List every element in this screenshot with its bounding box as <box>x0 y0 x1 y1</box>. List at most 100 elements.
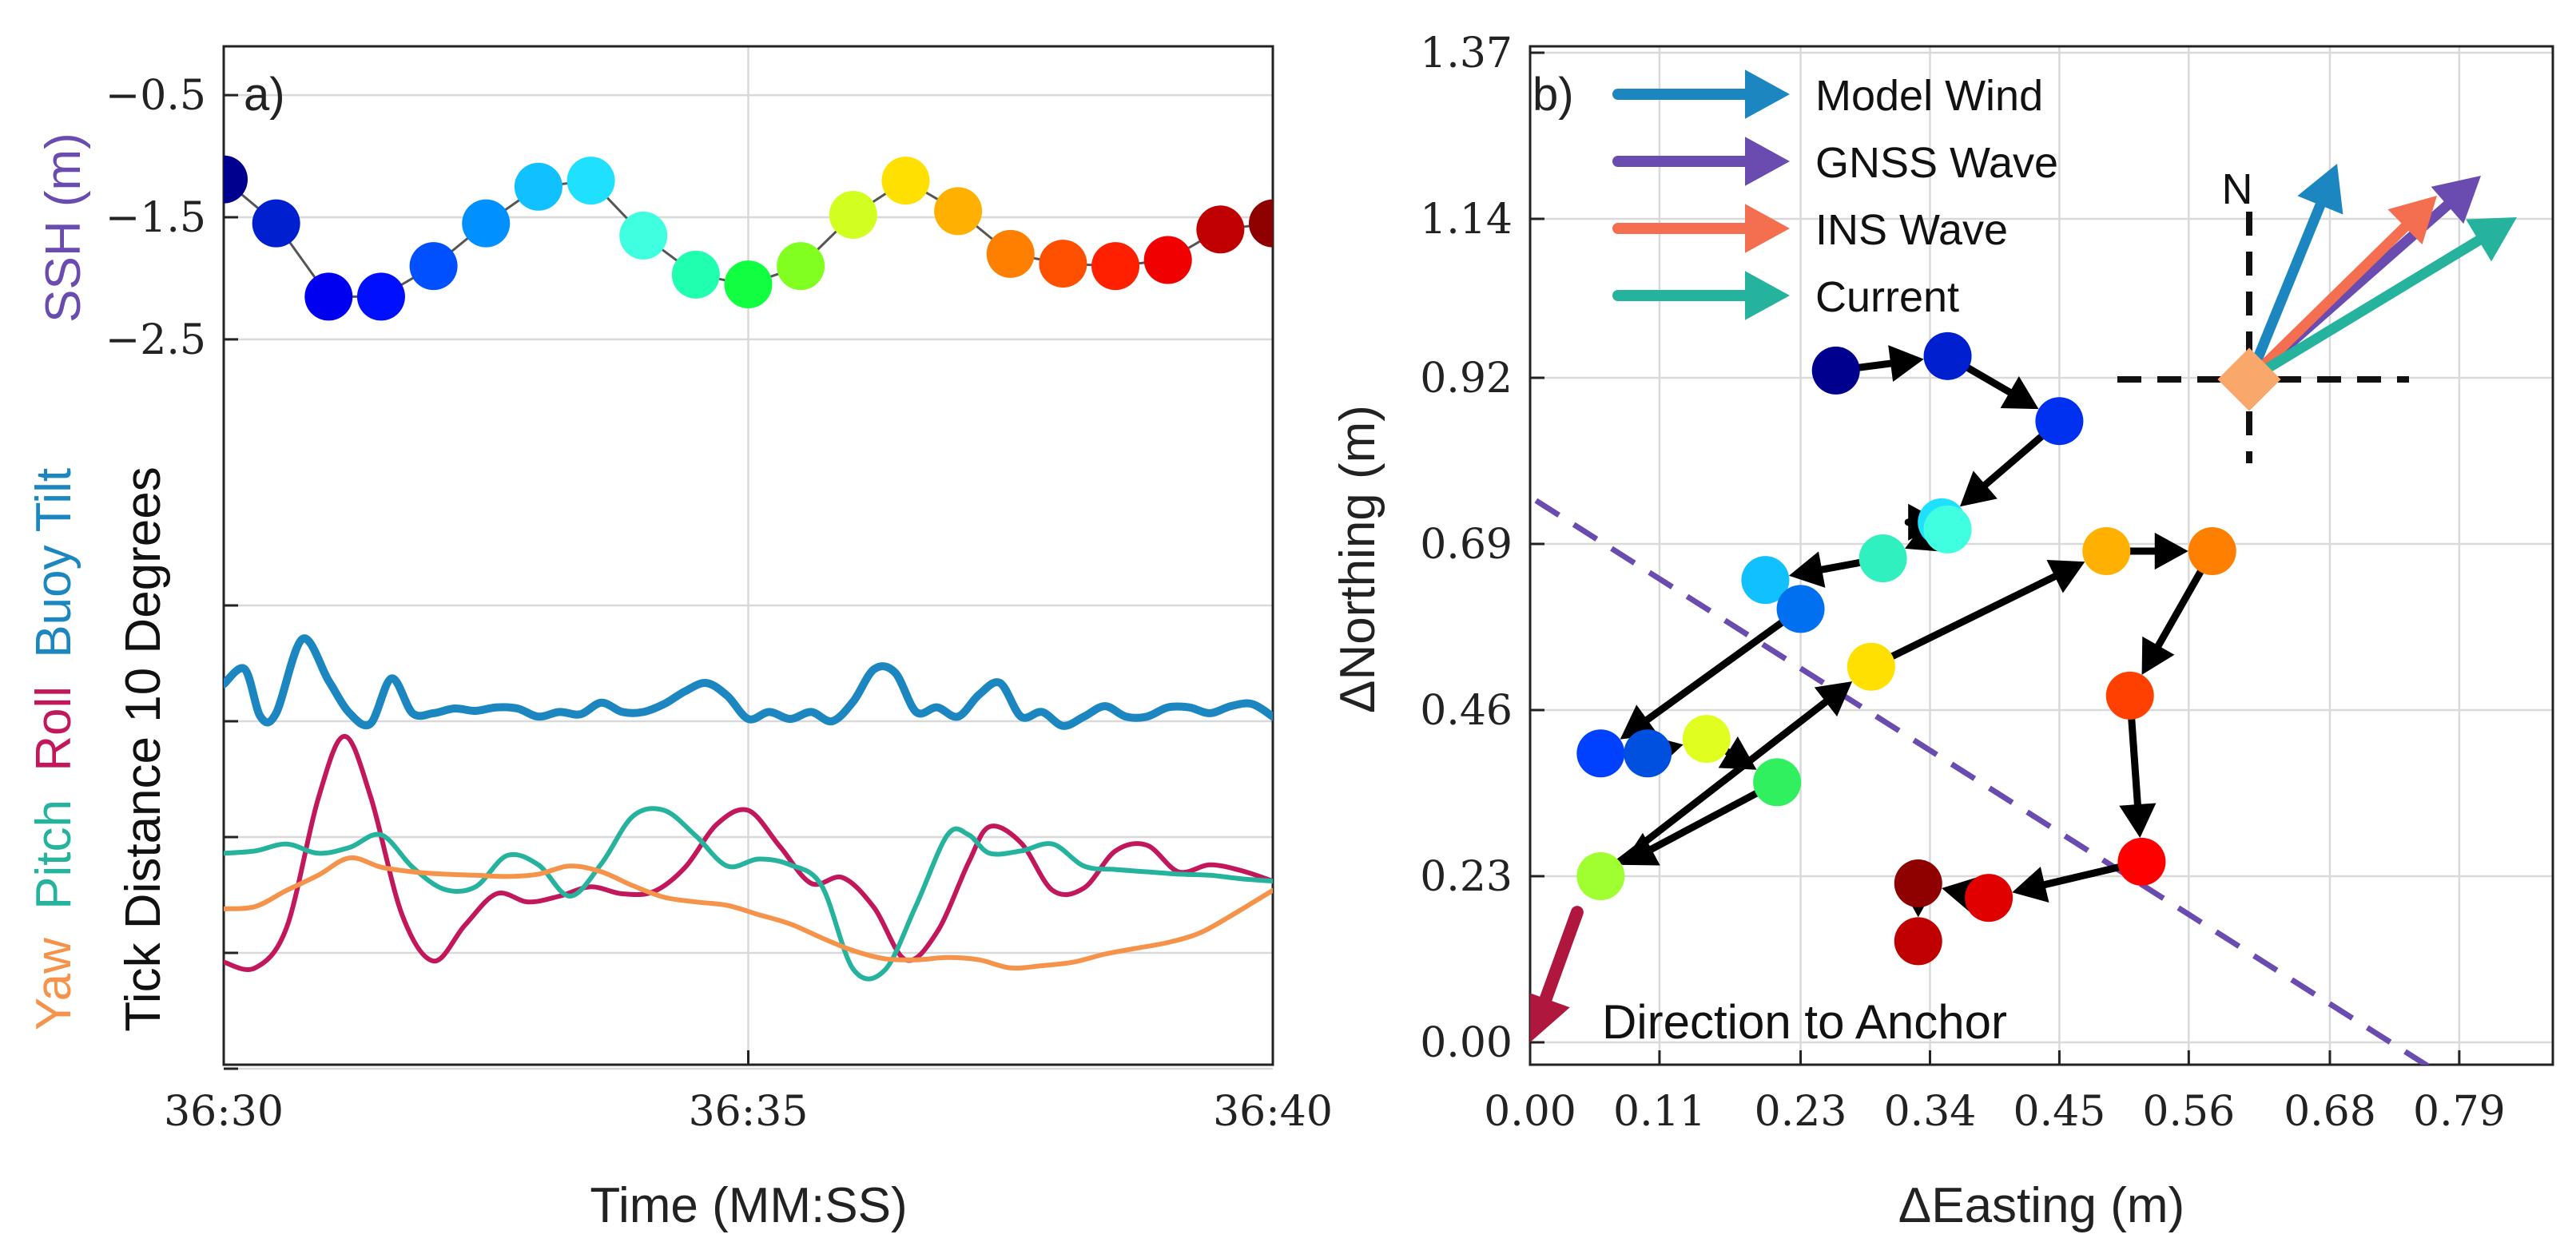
panel-a-grid <box>222 46 1274 1070</box>
track-point-9 <box>1624 729 1672 778</box>
ssh-point-0 <box>224 155 248 204</box>
panel-b-x-tick-label-4: 0.45 <box>2013 1088 2106 1136</box>
panel-b-y-tick-label-3: 0.69 <box>1420 521 1513 569</box>
buoy-tilt-label: Buoy Tilt <box>26 468 81 658</box>
direction-compass: N <box>2117 164 2517 463</box>
ssh-point-3 <box>356 272 405 321</box>
ssh-point-14 <box>934 187 983 236</box>
panel-a-label: a) <box>244 69 285 121</box>
panel-a-ssh-tick-label-1: −1.5 <box>105 194 206 242</box>
panel-b: 0.00 0.11 0.23 0.34 0.45 0.56 0.68 0.79 0.00 0.23… <box>1330 30 2554 1233</box>
ssh-point-2 <box>304 272 353 321</box>
panel-b-x-tick-label-1: 0.11 <box>1613 1088 1706 1136</box>
panel-b-x-tick-label-0: 0.00 <box>1484 1088 1576 1136</box>
ssh-point-7 <box>566 157 615 205</box>
compass-arrow-ins-wave-shaft <box>2244 221 2411 385</box>
track-arrow-5-head <box>1788 551 1826 588</box>
legend-arrow-0-head <box>1745 69 1790 119</box>
track-point-1 <box>1923 331 1972 380</box>
panel-b-x-tick-label-5: 0.56 <box>2142 1088 2235 1136</box>
track-arrow-12-shaft <box>1596 698 1830 880</box>
track-point-19 <box>1894 859 1942 908</box>
track-point-8 <box>1576 729 1625 778</box>
track-point-18 <box>1965 874 2013 923</box>
ssh-point-13 <box>881 157 930 205</box>
panel-b-x-axis-title: ΔEasting (m) <box>1898 1178 2184 1233</box>
panel-a: −0.5 −1.5 −2.5 36:30 36:35 36:40 a) Time (MM:… <box>26 45 1333 1233</box>
tick-distance-label: Tick Distance 10 Degrees <box>116 466 171 1032</box>
legend-arrow-3 <box>1612 271 1790 320</box>
track-point-2 <box>2035 397 2084 446</box>
ssh-point-5 <box>462 199 511 248</box>
series-pitch <box>224 806 1273 982</box>
panel-a-x-axis-title: Time (MM:SS) <box>590 1178 907 1233</box>
track-point-10 <box>1682 715 1731 764</box>
ssh-point-15 <box>986 229 1035 278</box>
panel-b-x-tick-label-2: 0.23 <box>1755 1088 1847 1136</box>
panel-b-x-tick-label-7: 0.79 <box>2413 1088 2506 1136</box>
compass-arrow-ins-wave-head <box>2387 196 2437 245</box>
ssh-series <box>224 155 1273 321</box>
ssh-point-1 <box>252 199 300 248</box>
track-arrow-0-head <box>1888 345 1924 382</box>
legend-label-1: GNSS Wave <box>1815 139 2058 187</box>
track-point-14 <box>2082 527 2131 576</box>
legend-arrow-2 <box>1612 204 1790 253</box>
track-point-15 <box>2188 527 2236 576</box>
compass-arrow-model-wind-shaft <box>2244 200 2326 385</box>
series-yaw <box>224 855 1273 971</box>
track-arrow-13-shaft <box>1867 573 2059 671</box>
track-point-0 <box>1811 346 1860 395</box>
track-arrow-16-head <box>2119 803 2157 838</box>
ssh-point-11 <box>777 242 825 291</box>
compass-north-label: N <box>2222 165 2253 213</box>
track-arrow-13-head <box>2046 560 2085 593</box>
track-point-17 <box>2117 837 2166 886</box>
ssh-axis-label: SSH (m) <box>36 133 91 323</box>
panel-a-ssh-tick-label-2: −2.5 <box>105 316 206 364</box>
ssh-point-18 <box>1143 236 1192 284</box>
track-arrow-14-head <box>2154 532 2188 570</box>
legend-arrow-1-head <box>1745 137 1790 186</box>
panel-a-x-tick-label-0: 36:30 <box>164 1088 284 1136</box>
track-arrow-15-head <box>2141 636 2175 675</box>
track-point-20 <box>1894 917 1942 966</box>
track-point-7 <box>1776 585 1825 633</box>
track-arrow-13 <box>1867 560 2085 671</box>
legend-arrow-1 <box>1612 137 1790 186</box>
legend-arrow-0 <box>1612 69 1790 119</box>
ssh-point-12 <box>829 190 877 239</box>
panel-b-y-tick-label-1: 0.23 <box>1420 853 1513 901</box>
legend: Model Wind GNSS Wave INS Wave Current <box>1612 69 2058 321</box>
compass-arrow-gnss-wave-head <box>2431 176 2481 224</box>
track-point-13 <box>1847 642 1895 691</box>
compass-arrow-model-wind <box>2244 164 2343 385</box>
anchor-direction-label: Direction to Anchor <box>1602 995 2007 1049</box>
panel-b-y-tick-label-4: 0.92 <box>1420 355 1513 403</box>
ssh-point-9 <box>671 250 720 299</box>
ssh-point-10 <box>724 260 773 309</box>
ssh-point-17 <box>1091 242 1140 291</box>
ssh-point-20 <box>1249 199 1273 248</box>
legend-label-2: INS Wave <box>1815 206 2008 254</box>
legend-label-3: Current <box>1815 273 1959 321</box>
compass-arrow-model-wind-head <box>2297 164 2343 215</box>
pitch-label: Pitch <box>26 800 81 910</box>
track-point-11 <box>1753 758 1802 807</box>
panel-b-y-axis-title: ΔNorthing (m) <box>1330 405 1385 713</box>
track-arrow-11 <box>1621 778 1781 866</box>
track-point-5 <box>1858 534 1907 583</box>
panel-b-grid <box>1529 46 2553 1065</box>
panel-a-x-tick-label-1: 36:35 <box>689 1088 809 1136</box>
panel-b-label: b) <box>1532 69 1574 121</box>
panel-b-overlay <box>1530 498 2431 1065</box>
panel-a-ticks: −0.5 −1.5 −2.5 36:30 36:35 36:40 <box>105 72 1333 1136</box>
panel-a-ssh-tick-label-0: −0.5 <box>105 72 206 120</box>
legend-arrow-2-head <box>1745 204 1790 253</box>
dashed-boundary-line <box>1534 498 2431 1065</box>
panel-b-x-tick-label-6: 0.68 <box>2284 1088 2376 1136</box>
track-point-4 <box>1923 505 1972 554</box>
attitude-axis-label: Yaw Pitch Roll Buoy Tilt <box>26 468 81 1030</box>
anchor-direction-arrow-head <box>1530 993 1570 1042</box>
